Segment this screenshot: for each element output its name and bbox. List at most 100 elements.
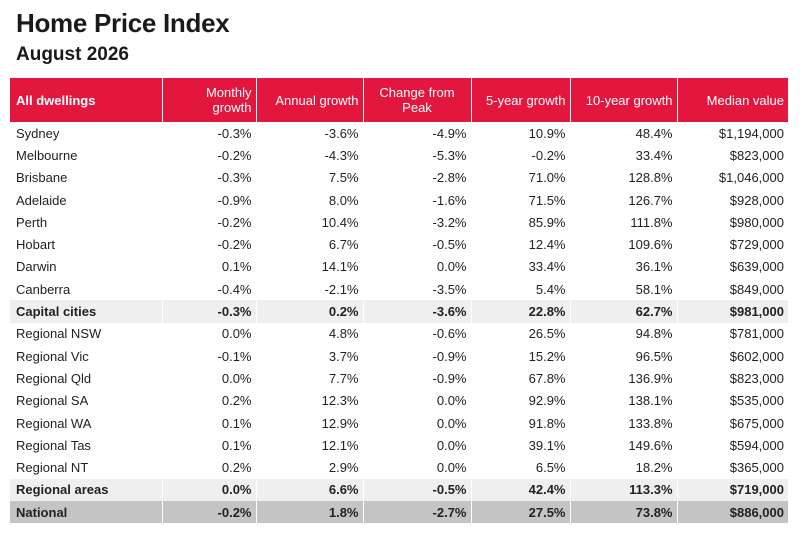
table-row: Melbourne -0.2% -4.3% -5.3% -0.2% 33.4% $823,0… [10,144,788,167]
column-header-dwellings: All dwellings [10,78,163,122]
table-row: Regional NT 0.2% 2.9% 0.0% 6.5% 18.2% $365,000 [10,456,788,479]
ten-year-growth-cell: 48.4% [570,122,678,145]
ten-year-growth-cell: 109.6% [570,233,678,256]
table-row: Regional Vic -0.1% 3.7% -0.9% 15.2% 96.5% $602… [10,344,788,368]
five-year-growth-cell: 33.4% [471,255,571,279]
median-value-cell: $639,000 [729,259,784,275]
median-value-cell: $535,000 [729,393,784,409]
annual-growth-cell: 8.0% [256,188,364,212]
change-from-peak-cell: -3.6% [363,300,472,323]
change-from-peak-cell: -0.5% [363,233,472,256]
monthly-growth-cell: 0.1% [162,411,257,435]
change-from-peak-cell: 0.0% [363,389,472,412]
annual-growth-cell: 7.7% [256,367,364,390]
annual-growth-cell: 12.3% [256,389,364,412]
five-year-growth-cell: 26.5% [471,322,571,345]
monthly-growth-cell: 0.0% [162,322,257,345]
five-year-growth-cell: 71.5% [471,188,571,212]
monthly-growth-cell: -0.2% [162,211,257,234]
five-year-growth-cell: 6.5% [471,456,571,479]
median-value-cell: $886,000 [677,501,788,524]
five-year-growth-cell: 39.1% [471,434,571,457]
national-row: National -0.2% 1.8% -2.7% 27.5% 73.8% $886,000 [10,501,788,524]
region-name-cell: Hobart [10,233,163,256]
annual-growth-cell: 1.8% [256,501,364,524]
change-from-peak-cell: -2.7% [363,501,472,524]
five-year-growth-cell: 92.9% [471,389,571,412]
monthly-growth-cell: -0.3% [162,122,257,145]
ten-year-growth-cell: 94.8% [570,322,678,345]
five-year-growth-cell: 22.8% [471,300,571,323]
table-row: Brisbane -0.3% 7.5% -2.8% 71.0% 128.8% $1,046,… [10,166,788,189]
monthly-growth-cell: -0.4% [162,278,257,301]
median-value-cell: $823,000 [729,370,784,386]
change-from-peak-cell: -2.8% [363,166,472,189]
monthly-growth-cell: -0.3% [162,300,257,323]
column-header-5yr: 5-year growth [471,78,571,122]
ten-year-growth-cell: 36.1% [570,255,678,279]
region-name-cell: Regional areas [10,478,163,502]
five-year-growth-cell: 85.9% [471,211,571,234]
annual-growth-cell: 3.7% [256,344,364,368]
subtotal-row: Capital cities -0.3% 0.2% -3.6% 22.8% 62.7% $9… [10,300,788,323]
monthly-growth-cell: 0.1% [162,255,257,279]
five-year-growth-cell: 91.8% [471,411,571,435]
region-name-cell: Perth [10,211,163,234]
header-row: All dwellings Monthly growth Annual grow… [10,78,788,122]
monthly-growth-cell: 0.2% [162,456,257,479]
ten-year-growth-cell: 133.8% [570,411,678,435]
five-year-growth-cell: -0.2% [471,144,571,167]
change-from-peak-cell: -1.6% [363,188,472,212]
ten-year-growth-cell: 96.5% [570,344,678,368]
annual-growth-cell: -2.1% [256,278,364,301]
change-from-peak-cell: 0.0% [363,456,472,479]
ten-year-growth-cell: 126.7% [570,188,678,212]
median-value-cell: $1,194,000 [718,125,784,141]
monthly-growth-cell: -0.9% [162,188,257,212]
ten-year-growth-cell: 111.8% [570,211,678,234]
change-from-peak-cell: 0.0% [363,434,472,457]
region-name-cell: National [10,501,163,524]
region-name-cell: Capital cities [10,300,163,323]
change-from-peak-cell: -3.2% [363,211,472,234]
region-name-cell: Darwin [10,255,163,279]
annual-growth-cell: 14.1% [256,255,364,279]
table-row: Regional SA 0.2% 12.3% 0.0% 92.9% 138.1% $535,… [10,389,788,412]
five-year-growth-cell: 5.4% [471,278,571,301]
ten-year-growth-cell: 138.1% [570,389,678,412]
page-title: Home Price Index [16,8,230,38]
region-name-cell: Canberra [10,278,163,301]
five-year-growth-cell: 71.0% [471,166,571,189]
column-header-monthly: Monthly growth [162,78,257,122]
monthly-growth-cell: -0.3% [162,166,257,189]
ten-year-growth-cell: 128.8% [570,166,678,189]
monthly-growth-cell: -0.1% [162,344,257,368]
change-from-peak-cell: -4.9% [363,122,472,145]
region-name-cell: Regional NSW [10,322,163,345]
region-name-cell: Sydney [10,122,163,145]
ten-year-growth-cell: 149.6% [570,434,678,457]
monthly-growth-cell: 0.1% [162,434,257,457]
median-value-cell: $675,000 [729,415,784,431]
table-row: Regional WA 0.1% 12.9% 0.0% 91.8% 133.8% $675,… [10,411,788,435]
monthly-growth-cell: -0.2% [162,144,257,167]
median-value-cell: $849,000 [729,281,784,297]
table-row: Regional NSW 0.0% 4.8% -0.6% 26.5% 94.8% $781,… [10,322,788,345]
region-name-cell: Regional Tas [10,434,163,457]
five-year-growth-cell: 42.4% [471,478,571,502]
table-row: Regional Tas 0.1% 12.1% 0.0% 39.1% 149.6% $594… [10,434,788,457]
change-from-peak-cell: 0.0% [363,411,472,435]
table-header: All dwellings Monthly growth Annual grow… [10,78,788,122]
median-value-cell: $729,000 [729,237,784,253]
annual-growth-cell: 6.6% [256,478,364,502]
table-body: Sydney -0.3% -3.6% -4.9% 10.9% 48.4% $1,194,00… [10,122,788,524]
table-row: Perth -0.2% 10.4% -3.2% 85.9% 111.8% $980,000 [10,211,788,234]
median-value-cell: $823,000 [729,147,784,163]
ten-year-growth-cell: 136.9% [570,367,678,390]
annual-growth-cell: 10.4% [256,211,364,234]
ten-year-growth-cell: 58.1% [570,278,678,301]
ten-year-growth-cell: 62.7% [570,300,678,323]
monthly-growth-cell: -0.2% [162,501,257,524]
ten-year-growth-cell: 33.4% [570,144,678,167]
